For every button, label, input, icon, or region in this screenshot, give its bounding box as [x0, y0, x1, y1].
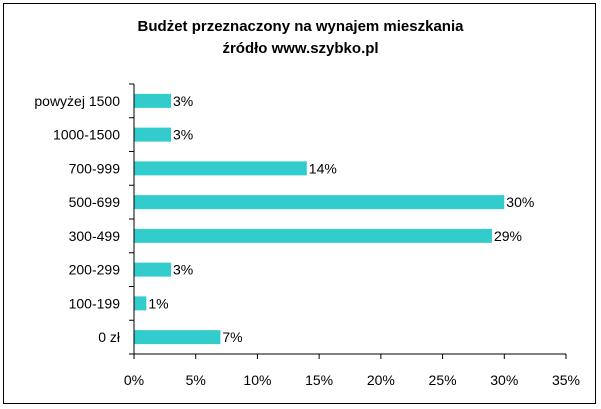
category-label: 300-499 [69, 228, 121, 244]
category-label: 500-699 [69, 194, 121, 210]
data-label: 29% [494, 228, 522, 244]
data-label: 1% [148, 295, 168, 311]
data-label: 3% [173, 93, 193, 109]
bar [134, 228, 492, 243]
labels-group: 7% 0 zł 1% 100-199 3% 200-299 29% 300-499 30% 500… [34, 93, 580, 388]
bar [134, 296, 147, 311]
bar [134, 262, 172, 277]
data-label: 7% [222, 329, 242, 345]
x-tick-label: 30% [490, 372, 518, 388]
category-label: 0 zł [98, 329, 121, 345]
category-label: 700-999 [69, 160, 121, 176]
x-tick-label: 35% [552, 372, 580, 388]
category-label: 200-299 [69, 262, 121, 278]
x-tick-label: 10% [243, 372, 271, 388]
bar [134, 127, 172, 142]
category-label: 1000-1500 [53, 127, 120, 143]
data-label: 30% [506, 194, 534, 210]
x-tick-label: 15% [305, 372, 333, 388]
bar [134, 195, 505, 210]
chart-title: Budżet przeznaczony na wynajem mieszkani… [137, 18, 464, 35]
category-label: 100-199 [69, 295, 121, 311]
bars-group [134, 93, 505, 345]
bar [134, 330, 221, 345]
data-label: 3% [173, 262, 193, 278]
bar [134, 93, 172, 108]
x-tick-label: 25% [429, 372, 457, 388]
x-tick-label: 20% [367, 372, 395, 388]
data-label: 3% [173, 127, 193, 143]
bar [134, 161, 307, 176]
axes-group [129, 83, 567, 359]
category-label: powyżej 1500 [34, 93, 120, 109]
data-label: 14% [309, 160, 337, 176]
x-tick-label: 0% [124, 372, 144, 388]
chart-subtitle: źródło www.szybko.pl [222, 40, 379, 57]
x-tick-label: 5% [186, 372, 206, 388]
